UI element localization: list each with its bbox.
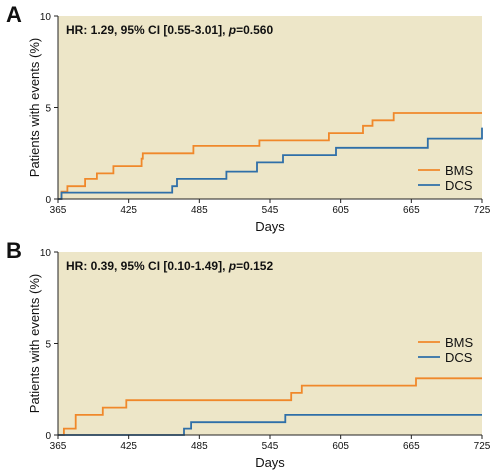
series-line-dcs [58,414,482,436]
x-tick-label: 545 [262,205,279,216]
series-line-bms [58,112,482,200]
p-value-text: =0.560 [236,23,273,37]
x-axis-title: Days [255,455,285,470]
x-tick-label: 605 [332,441,349,452]
x-axis-title: Days [255,219,285,234]
y-axis-title: Patients with events (%) [27,274,42,413]
x-tick-label: 485 [191,205,208,216]
legend-label-dcs: DCS [445,350,473,365]
x-tick-label: 665 [403,205,420,216]
legend-label-bms: BMS [445,163,474,178]
series-line-bms [58,377,482,436]
series-line-dcs [58,127,483,200]
x-tick-label: 725 [474,441,491,452]
panel-letter: A [6,2,22,27]
plot-background [58,252,482,435]
chart-panel-b: B HR: 0.39, 95% CI [0.10-1.49], p=0.152 36… [6,238,491,470]
x-tick-label: 605 [332,205,349,216]
hr-ci-text: HR: 1.29, 95% CI [0.55-3.01], [66,23,229,37]
legend-label-dcs: DCS [445,178,473,193]
p-value-text: =0.152 [236,259,273,273]
y-tick-label: 0 [45,431,51,442]
y-tick-label: 10 [40,248,52,259]
y-tick-label: 5 [45,104,51,115]
plot-background [58,16,482,199]
p-symbol: p [228,259,236,273]
y-tick-label: 0 [45,195,51,206]
x-tick-label: 665 [403,441,420,452]
x-tick-label: 485 [191,441,208,452]
legend-label-bms: BMS [445,335,474,350]
x-tick-label: 545 [262,441,279,452]
y-axis-title: Patients with events (%) [27,38,42,177]
y-tick-label: 5 [45,340,51,351]
x-tick-label: 425 [120,205,137,216]
x-tick-label: 425 [120,441,137,452]
hazard-ratio-annotation: HR: 1.29, 95% CI [0.55-3.01], p=0.560 [66,23,273,37]
y-tick-label: 10 [40,12,52,23]
chart-panel-a: A HR: 1.29, 95% CI [0.55-3.01], p=0.560 36… [6,2,491,234]
hazard-ratio-annotation: HR: 0.39, 95% CI [0.10-1.49], p=0.152 [66,259,273,273]
panel-letter: B [6,238,22,263]
p-symbol: p [228,23,236,37]
x-tick-label: 365 [50,441,67,452]
x-tick-label: 725 [474,205,491,216]
x-tick-label: 365 [50,205,67,216]
hr-ci-text: HR: 0.39, 95% CI [0.10-1.49], [66,259,229,273]
